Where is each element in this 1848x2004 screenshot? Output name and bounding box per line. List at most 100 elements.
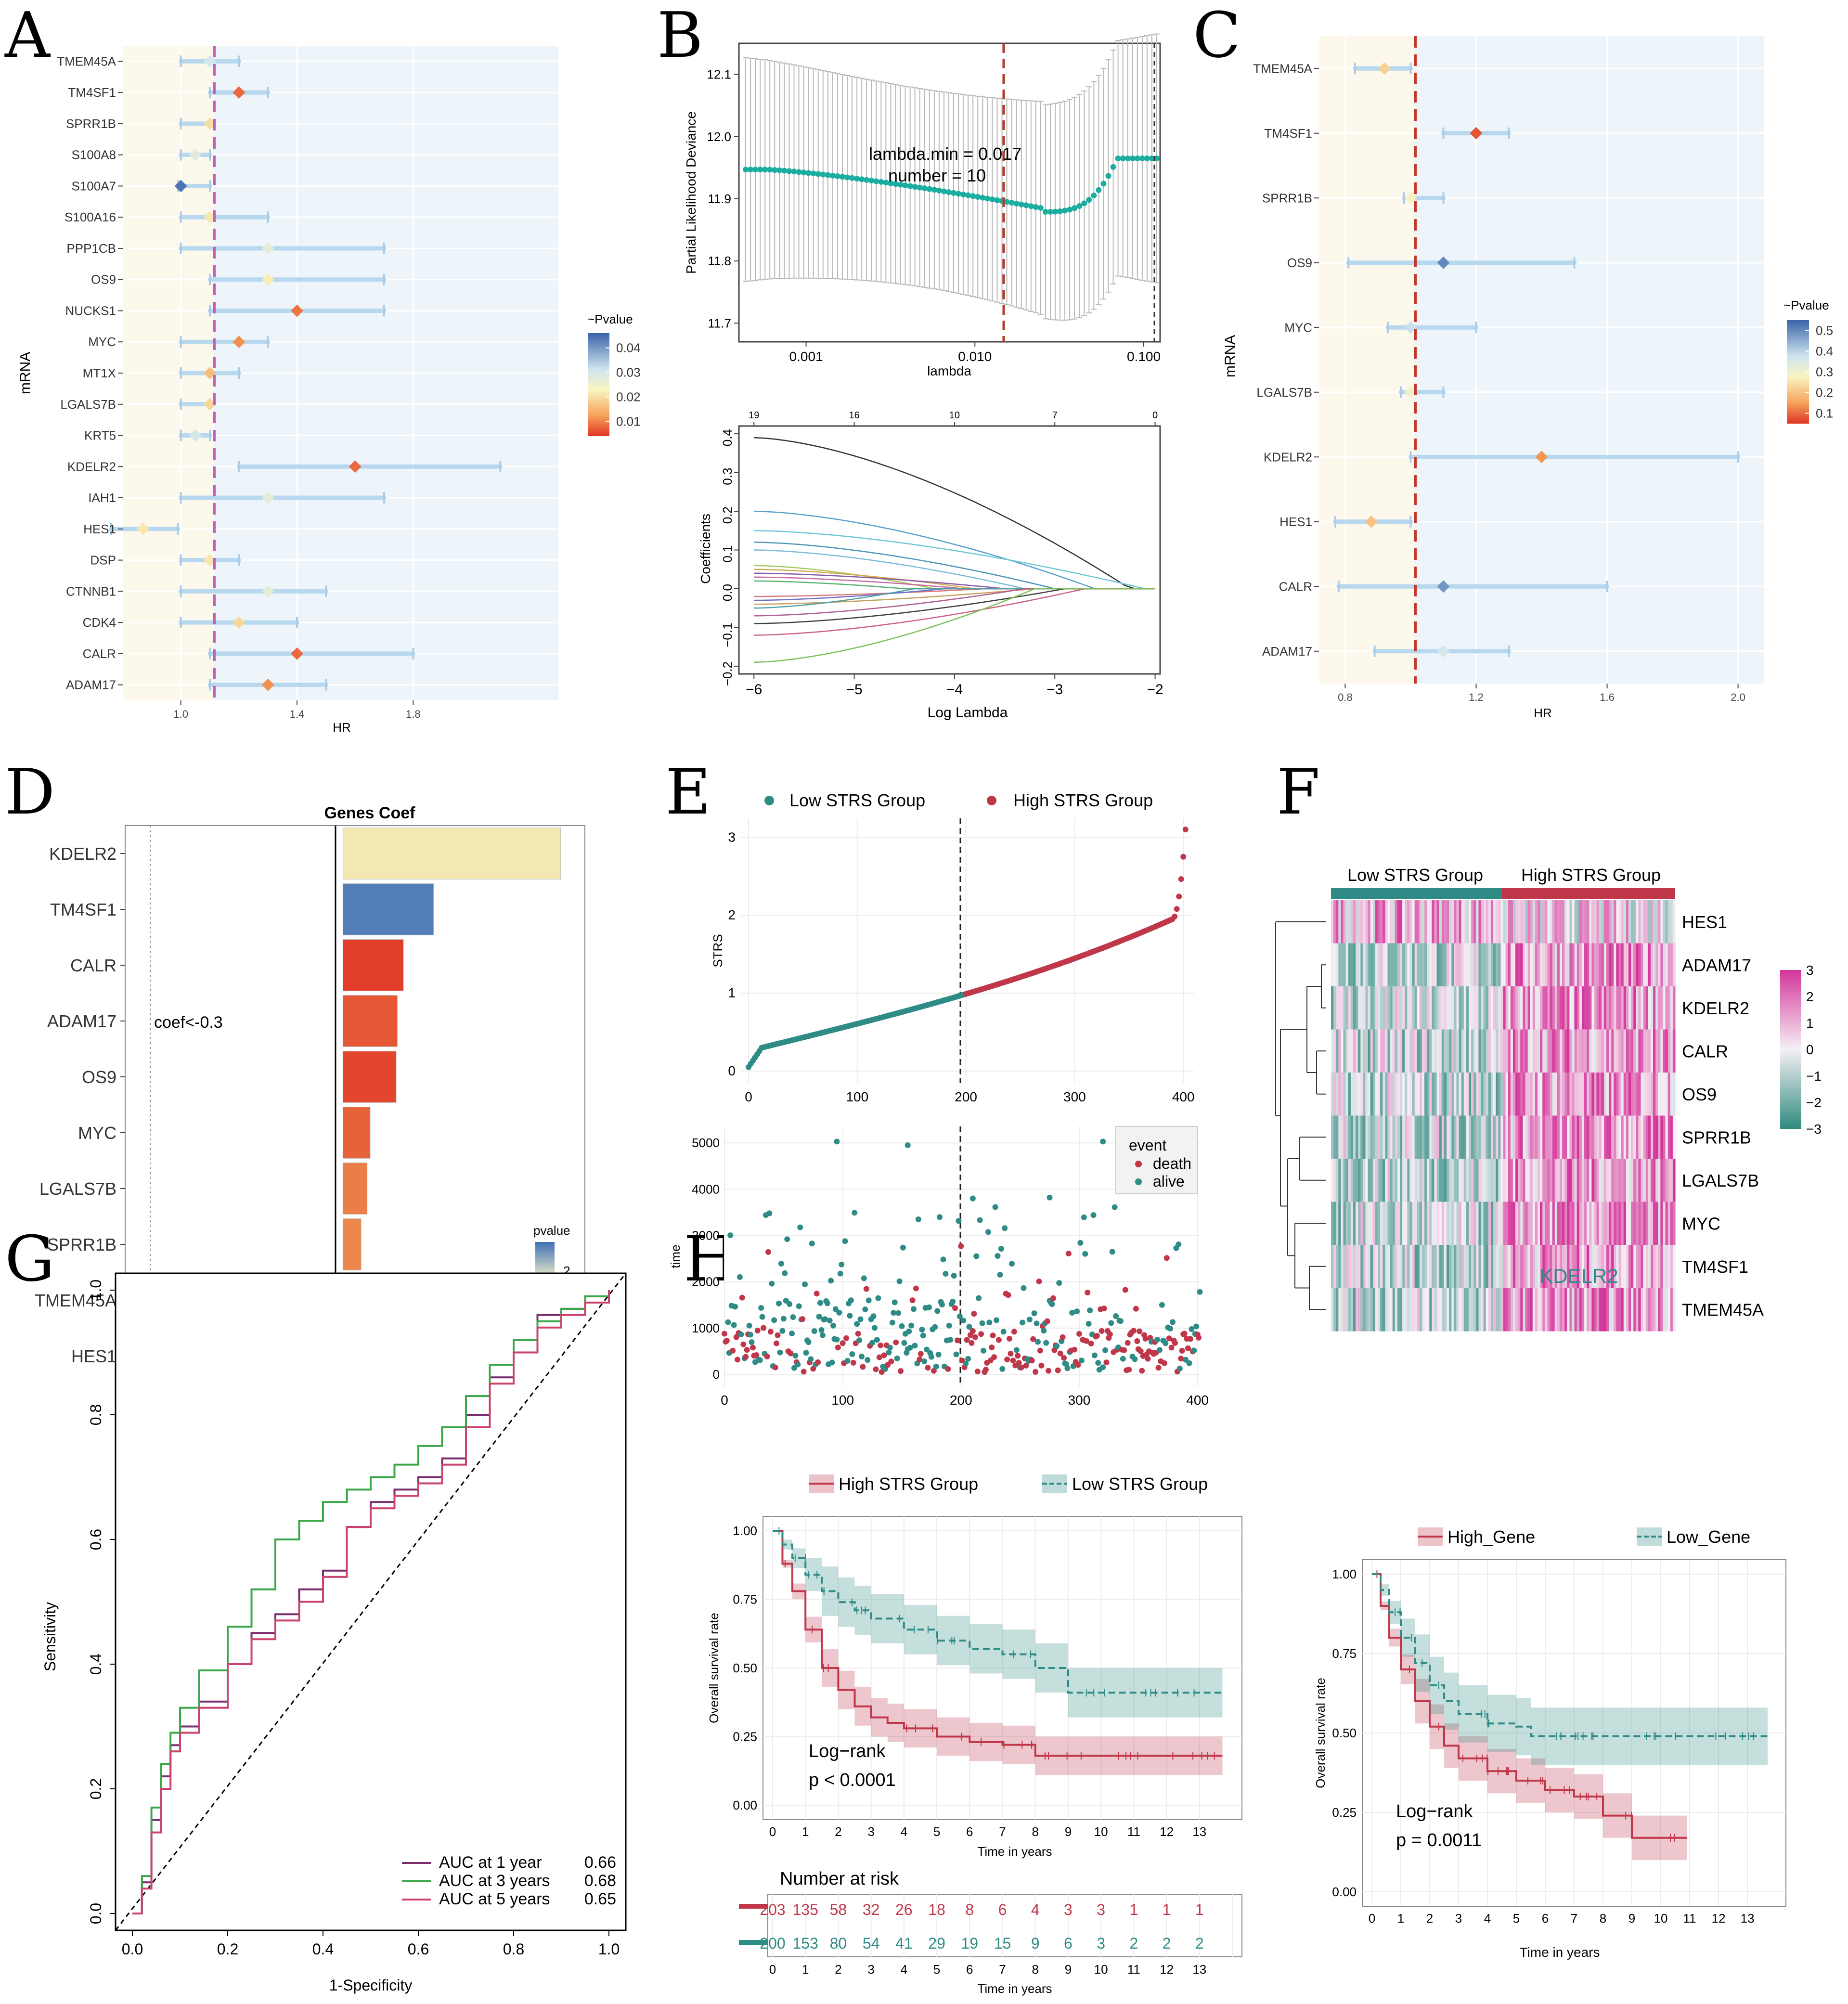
f-heat-cell — [1432, 900, 1435, 944]
f-heat-cell — [1422, 1159, 1425, 1202]
f-heat-cell — [1594, 1245, 1597, 1289]
a-gene-label: SPRR1B — [66, 116, 116, 131]
f-heat-cell — [1427, 1202, 1430, 1245]
c-legend-title: ~Pvalue — [1783, 298, 1829, 312]
b1-cv-point — [752, 167, 759, 173]
e2-time-point — [849, 1351, 855, 1357]
f-heat-cell — [1436, 1159, 1440, 1202]
f-heat-cell — [1670, 900, 1673, 944]
e2-time-point — [731, 1322, 737, 1328]
panel-a: TMEM45ATM4SF1SPRR1BS100A8S100A7S100A16PP… — [17, 46, 641, 735]
f-heat-cell — [1567, 1073, 1570, 1116]
b2-xtick-label: −5 — [846, 682, 862, 698]
f-heat-cell — [1557, 1245, 1560, 1289]
f-heat-cell — [1353, 986, 1356, 1030]
a-gene-label: NUCKS1 — [65, 303, 116, 318]
f-heat-cell — [1331, 1245, 1334, 1289]
e2-time-point — [994, 1317, 1000, 1323]
f-heat-cell — [1365, 1202, 1369, 1245]
f-heat-cell — [1503, 943, 1506, 987]
c-gene-label: OS9 — [1287, 256, 1312, 270]
f-heat-cell — [1365, 1073, 1369, 1116]
b2-coef-path — [754, 510, 1155, 590]
f-heat-cell — [1385, 986, 1388, 1030]
f-heat-cell — [1333, 1073, 1336, 1116]
f-heat-cell — [1527, 1245, 1531, 1289]
f-heat-cell — [1616, 1029, 1619, 1073]
f-heat-cell — [1493, 900, 1496, 944]
f-heat-cell — [1653, 900, 1656, 944]
b1-cv-point — [829, 172, 836, 179]
f-heat-cell — [1500, 1288, 1504, 1332]
f-heat-cell — [1383, 1115, 1385, 1159]
h-risk-xtick-label: 4 — [901, 1962, 907, 1977]
b2-xlabel: Log Lambda — [928, 705, 1008, 721]
e2-time-point — [1102, 1347, 1109, 1353]
f-heat-cell — [1628, 1073, 1631, 1116]
e2-time-point — [761, 1325, 767, 1331]
f-heat-cell — [1360, 900, 1363, 944]
e2-time-point — [779, 1328, 786, 1334]
e2-time-point — [803, 1350, 809, 1356]
f-heat-cell — [1584, 1029, 1587, 1073]
a-xlabel: HR — [333, 720, 351, 735]
e2-time-point — [1077, 1240, 1084, 1246]
h-xtick-label: 12 — [1160, 1824, 1174, 1839]
f-heat-cell — [1523, 1073, 1526, 1116]
f-heat-cell — [1594, 1288, 1597, 1332]
f-heat-cell — [1603, 1288, 1607, 1332]
f-heat-cell — [1658, 1245, 1661, 1289]
f-heat-cell — [1518, 1159, 1521, 1202]
f-heat-cell — [1360, 1115, 1363, 1159]
f-heat-cell — [1449, 986, 1452, 1030]
f-heat-cell — [1466, 1029, 1469, 1073]
f-heat-cell — [1603, 943, 1607, 987]
b2-ytick-label: 0.3 — [720, 468, 735, 485]
e2-time-point — [740, 1341, 747, 1347]
c-legend-tick-label: 0.3 — [1816, 365, 1833, 379]
e2-time-point — [753, 1352, 760, 1358]
b1-cv-point — [892, 181, 899, 187]
e2-time-point — [1023, 1362, 1029, 1369]
f-heat-cell — [1520, 986, 1523, 1030]
b1-cv-point — [1004, 199, 1010, 205]
f-heat-cell — [1542, 1029, 1545, 1073]
f-heat-cell — [1660, 986, 1664, 1030]
a-hr-point — [174, 180, 187, 193]
f-heat-cell — [1508, 1073, 1511, 1116]
f-heat-cell — [1392, 1159, 1396, 1202]
f-heat-cell — [1338, 900, 1342, 944]
f-heat-cell — [1348, 1073, 1351, 1116]
a-gene-label: MT1X — [83, 366, 116, 380]
f-heat-cell — [1436, 900, 1440, 944]
f-heat-cell — [1520, 1073, 1523, 1116]
f-heat-cell — [1380, 1288, 1383, 1332]
f-heat-cell — [1636, 943, 1639, 987]
b1-ytick-label: 11.9 — [708, 192, 731, 206]
b1-cv-point — [970, 193, 976, 199]
f-heat-cell — [1562, 1202, 1565, 1245]
f-heat-cell — [1331, 1115, 1334, 1159]
b1-ytick-label: 12.1 — [707, 67, 731, 82]
f-heat-cell — [1372, 1115, 1376, 1159]
f-heat-cell — [1645, 1029, 1649, 1073]
f-heat-cell — [1469, 943, 1472, 987]
f-heat-cell — [1648, 1115, 1651, 1159]
f-heat-cell — [1390, 1115, 1393, 1159]
f-heat-cell — [1648, 1159, 1651, 1202]
e2-time-point — [1137, 1328, 1143, 1334]
f-heat-cell — [1559, 1202, 1563, 1245]
f-heat-cell — [1434, 1029, 1437, 1073]
f-heat-cell — [1336, 986, 1339, 1030]
d-legend-title: pvalue — [533, 1223, 570, 1238]
f-heat-cell — [1611, 1245, 1614, 1289]
e2-time-point — [777, 1349, 783, 1356]
f-heat-cell — [1618, 1115, 1622, 1159]
e2-ytick-label: 2000 — [692, 1275, 720, 1289]
e2-time-point — [925, 1365, 931, 1371]
f-heat-cell — [1512, 1245, 1516, 1289]
f-heat-cell — [1535, 1029, 1538, 1073]
f-heat-cell — [1567, 1245, 1570, 1289]
b1-cv-point — [1072, 205, 1078, 211]
f-heat-cell — [1461, 1159, 1464, 1202]
